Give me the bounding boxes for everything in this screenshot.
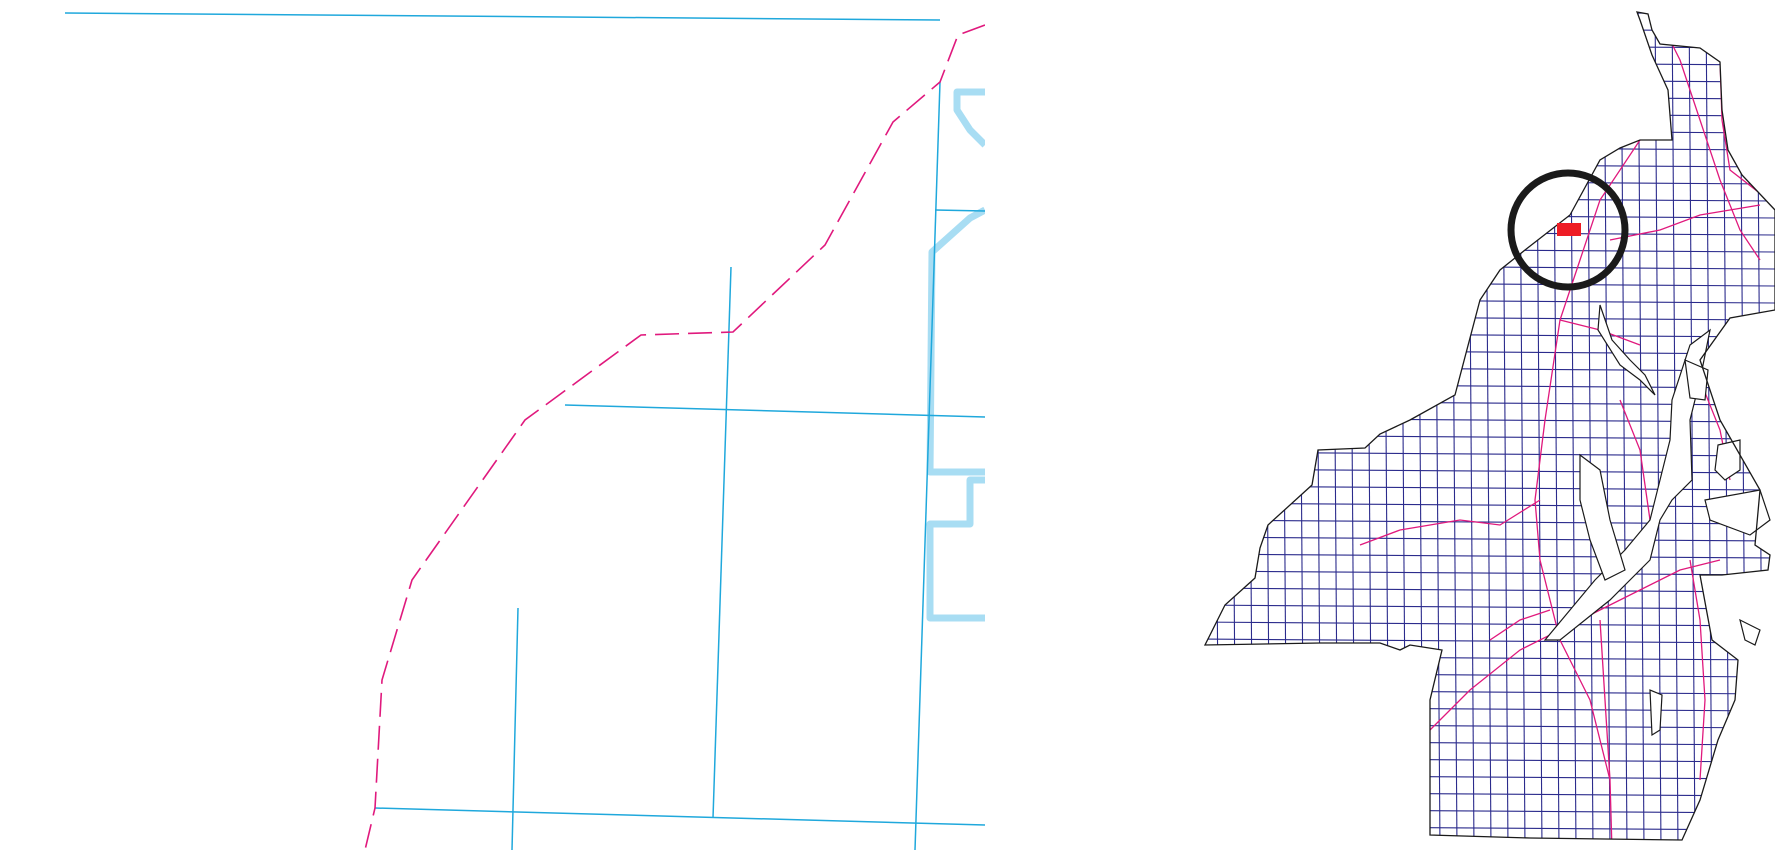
water-bodies: [1543, 304, 1771, 737]
grid-line: [1246, 12, 1254, 840]
grid-line: [1331, 12, 1339, 840]
location-marker: [1557, 223, 1581, 236]
road: [1534, 139, 1641, 840]
grid-line: [1280, 12, 1288, 840]
grid-line: [1263, 12, 1271, 840]
section-line: [712, 266, 732, 819]
grid-line: [1756, 12, 1764, 840]
island: [1704, 489, 1771, 536]
overview-map: [1190, 0, 1775, 850]
grid-line: [1348, 12, 1356, 840]
road: [1599, 619, 1611, 781]
road: [1689, 559, 1706, 781]
island: [1684, 359, 1709, 401]
grid-line: [1212, 12, 1220, 840]
grid-line: [1205, 26, 1775, 32]
detail-map: [0, 0, 985, 850]
grid-line: [1205, 604, 1775, 610]
island: [1649, 689, 1663, 737]
grid-line: [1190, 843, 1775, 847]
section-line: [511, 607, 519, 850]
road: [1609, 204, 1761, 241]
grid-line: [1205, 587, 1775, 593]
section-lines: [64, 12, 985, 850]
dashed-boundary: [364, 24, 985, 850]
grid-line: [1314, 12, 1322, 840]
section-line: [64, 12, 941, 21]
section-line: [564, 404, 985, 418]
grid-line: [1205, 553, 1775, 559]
grid-line: [1229, 12, 1237, 840]
grid-line: [1205, 43, 1775, 49]
grid-line: [1205, 12, 1775, 15]
section-line: [934, 209, 985, 212]
parcel-outline: [926, 88, 985, 622]
grid-line: [1205, 621, 1775, 627]
focus-circle: [1507, 169, 1629, 291]
road: [1489, 609, 1551, 641]
road: [1359, 499, 1541, 546]
grid-line: [1205, 536, 1775, 542]
section-line: [374, 807, 985, 826]
grid-line: [1382, 12, 1390, 840]
grid-line: [1739, 12, 1747, 840]
grid-line: [1196, 0, 1202, 850]
bay: [1579, 453, 1626, 581]
detail-map-background: [0, 0, 985, 850]
inlet: [1597, 304, 1656, 396]
road: [1659, 19, 1761, 261]
island: [1739, 618, 1761, 646]
inlet: [1543, 328, 1711, 641]
grid-line: [1205, 519, 1775, 525]
road: [1619, 399, 1651, 521]
grid-line: [1688, 12, 1696, 840]
island: [1714, 439, 1741, 481]
grid-line: [1205, 570, 1775, 576]
grid-line: [1205, 638, 1775, 644]
grid-line: [1297, 12, 1305, 840]
grid-line: [1365, 12, 1373, 840]
